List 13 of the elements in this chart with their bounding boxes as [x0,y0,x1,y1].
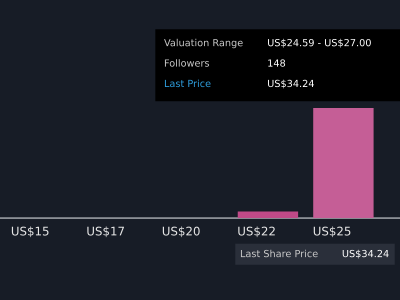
text: US$24.59 - US$27.00 [268,38,371,48]
x-tick-label: US$15 [12,226,48,238]
text: Last Share Price [240,250,318,258]
text: Valuation Range [164,38,243,48]
text: US$34.24 [268,80,314,88]
x-tick-label: US$22 [238,226,275,238]
x-tick-label: US$20 [162,226,200,238]
text: Last Price [164,80,211,88]
text: US$34.24 [342,250,389,259]
x-tick-label: US$25 [314,226,350,238]
text: Followers [164,59,210,67]
x-tick-label: US$17 [87,226,124,238]
text: 148 [268,59,286,67]
